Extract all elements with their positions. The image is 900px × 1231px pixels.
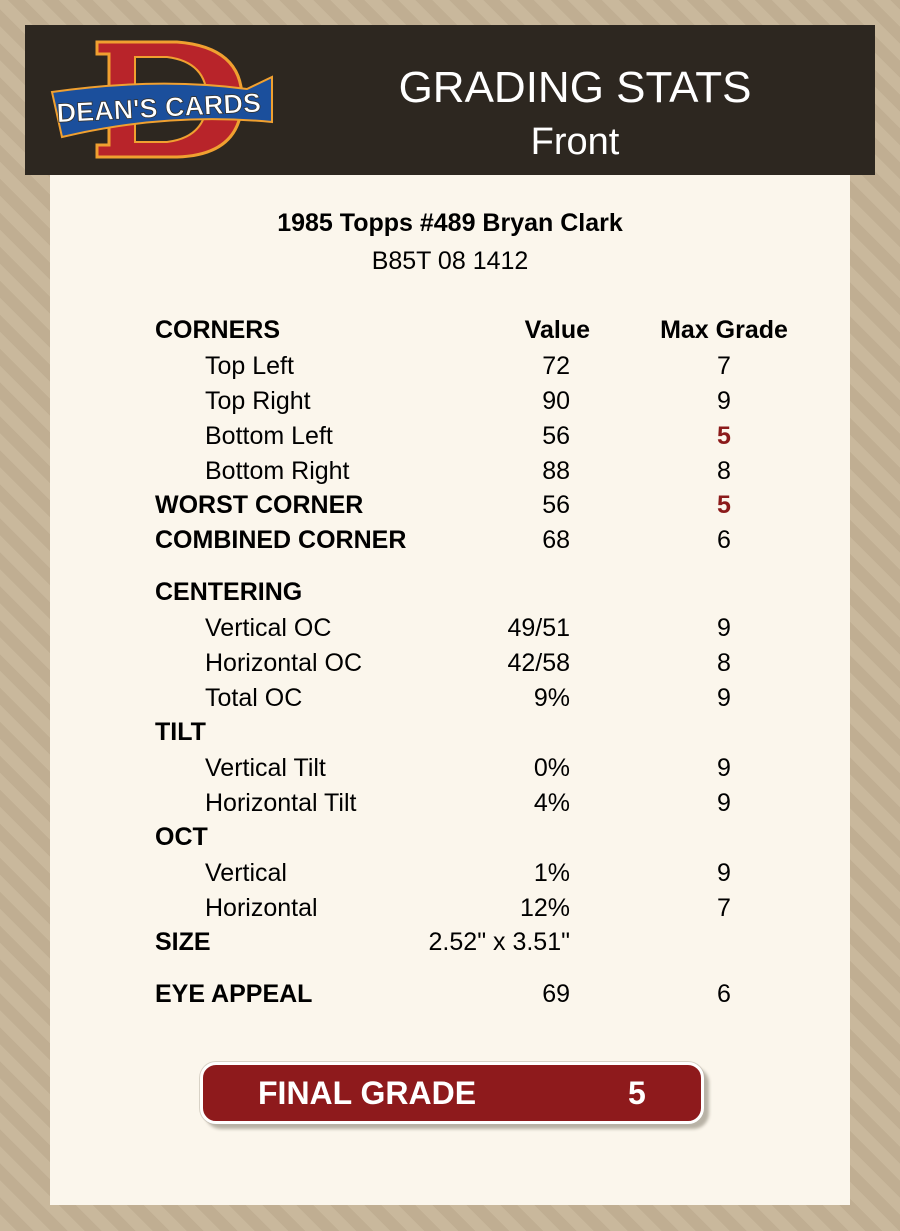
stat-row: WORST CORNER 56 5 <box>50 491 850 521</box>
stat-label: Top Right <box>205 387 311 415</box>
stat-value: 56 <box>542 491 570 519</box>
stat-max-grade: 7 <box>717 894 731 922</box>
stat-row: Bottom Right 88 8 <box>50 457 850 487</box>
stat-label: Horizontal <box>205 894 318 922</box>
stat-row: Total OC 9% 9 <box>50 684 850 714</box>
stat-label: CENTERING <box>155 578 303 606</box>
stat-value: 90 <box>542 387 570 415</box>
stat-value: 68 <box>542 526 570 554</box>
stat-max-grade: 6 <box>717 980 731 1008</box>
page-title: GRADING STATS <box>398 63 752 112</box>
final-grade-value: 5 <box>628 1075 646 1111</box>
stat-value: 56 <box>542 422 570 450</box>
stat-label: Bottom Right <box>205 457 350 485</box>
card-code: B85T 08 1412 <box>371 247 529 275</box>
stat-value: 72 <box>542 352 570 380</box>
stat-label: Vertical OC <box>205 614 332 642</box>
stat-label: TILT <box>155 718 206 746</box>
page-subtitle: Front <box>530 121 620 163</box>
header: DEAN'S CARDS GRADING STATS Front <box>25 25 875 175</box>
stat-row: TILT <box>50 718 850 748</box>
stat-row: Horizontal OC 42/58 8 <box>50 649 850 679</box>
final-grade-badge: FINAL GRADE 5 <box>200 1062 704 1124</box>
stat-max-grade: 9 <box>717 789 731 817</box>
stat-label: CORNERS <box>155 316 281 344</box>
card-name: 1985 Topps #489 Bryan Clark <box>277 209 623 237</box>
stat-row: CENTERING <box>50 578 850 608</box>
max-grade-column-header: Max Grade <box>660 316 788 344</box>
stat-row: Horizontal Tilt 4% 9 <box>50 789 850 819</box>
stat-value: 1% <box>533 859 570 887</box>
stat-label: Horizontal OC <box>205 649 362 677</box>
stat-max-grade: 7 <box>717 352 731 380</box>
stat-max-grade: 9 <box>717 754 731 782</box>
stat-max-grade: 9 <box>717 614 731 642</box>
stat-row: CORNERS Value Max Grade <box>50 316 850 346</box>
stat-value: 4% <box>533 789 570 817</box>
stat-label: SIZE <box>155 928 211 956</box>
stat-label: OCT <box>155 823 208 851</box>
stat-row: COMBINED CORNER 68 6 <box>50 526 850 556</box>
stat-value: 42/58 <box>507 649 570 677</box>
stat-row: Horizontal 12% 7 <box>50 894 850 924</box>
stat-value: 9% <box>533 684 570 712</box>
stat-value: 12% <box>519 894 570 922</box>
stat-label: Vertical Tilt <box>205 754 326 782</box>
stat-label: Horizontal Tilt <box>205 789 357 817</box>
stat-row: Vertical 1% 9 <box>50 859 850 889</box>
stat-value: 0% <box>533 754 570 782</box>
stat-max-grade: 5 <box>717 422 731 450</box>
stat-label: Total OC <box>205 684 303 712</box>
stat-max-grade: 6 <box>717 526 731 554</box>
stat-max-grade: 9 <box>717 859 731 887</box>
stat-row: OCT <box>50 823 850 853</box>
value-column-header: Value <box>524 316 590 344</box>
stat-row: EYE APPEAL 69 6 <box>50 980 850 1010</box>
stat-value: 88 <box>542 457 570 485</box>
stat-row: SIZE 2.52" x 3.51" <box>50 928 850 958</box>
stat-value: 49/51 <box>507 614 570 642</box>
stat-row: Top Left 72 7 <box>50 352 850 382</box>
stats-panel: 1985 Topps #489 Bryan Clark B85T 08 1412… <box>50 175 850 1205</box>
stat-row: Top Right 90 9 <box>50 387 850 417</box>
stat-max-grade: 9 <box>717 387 731 415</box>
stat-label: Vertical <box>205 859 287 887</box>
stat-row: Bottom Left 56 5 <box>50 422 850 452</box>
stat-label: Top Left <box>205 352 294 380</box>
stat-value: 2.52" x 3.51" <box>428 928 570 956</box>
deans-cards-logo: DEAN'S CARDS <box>50 40 273 159</box>
stat-value: 69 <box>542 980 570 1008</box>
stat-label: COMBINED CORNER <box>155 526 407 554</box>
stat-label: WORST CORNER <box>155 491 364 519</box>
stat-label: Bottom Left <box>205 422 333 450</box>
stat-max-grade: 9 <box>717 684 731 712</box>
stat-max-grade: 8 <box>717 649 731 677</box>
stat-label: EYE APPEAL <box>155 980 313 1008</box>
stat-row: Vertical Tilt 0% 9 <box>50 754 850 784</box>
stat-max-grade: 8 <box>717 457 731 485</box>
stat-row: Vertical OC 49/51 9 <box>50 614 850 644</box>
final-grade-label: FINAL GRADE <box>258 1075 477 1111</box>
stat-max-grade: 5 <box>717 491 731 519</box>
